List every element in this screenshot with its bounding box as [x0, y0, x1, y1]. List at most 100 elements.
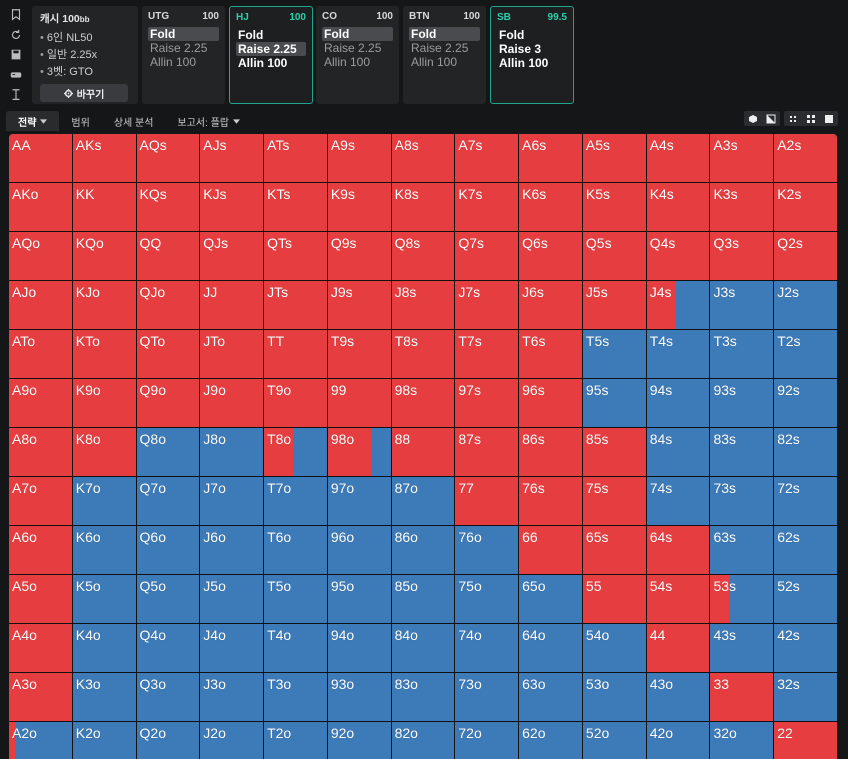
hand-cell[interactable]: 64s	[646, 526, 710, 574]
position-panel-co[interactable]: CO 100 Fold Raise 2.25 Allin 100	[316, 6, 399, 104]
hand-cell[interactable]: 94s	[646, 379, 710, 427]
hand-cell[interactable]: Q2o	[136, 722, 200, 759]
hand-cell[interactable]: ATs	[264, 134, 327, 182]
hand-cell[interactable]: KK	[72, 183, 136, 231]
hand-cell[interactable]: 77	[455, 477, 519, 525]
hand-cell[interactable]: K8s	[391, 183, 455, 231]
hand-cell[interactable]: T3o	[264, 673, 327, 721]
hand-cell[interactable]: A7s	[455, 134, 519, 182]
hand-cell[interactable]: 42o	[646, 722, 710, 759]
hand-cell[interactable]: 93s	[710, 379, 774, 427]
hand-cell[interactable]: Q6s	[519, 232, 582, 280]
hand-cell[interactable]: 54s	[646, 575, 710, 623]
reset-icon[interactable]	[7, 28, 25, 42]
hand-cell[interactable]: QTo	[136, 330, 200, 378]
hand-cell[interactable]: JTs	[264, 281, 327, 329]
hand-cell[interactable]: T8o	[264, 428, 327, 476]
hand-cell[interactable]: T6s	[519, 330, 582, 378]
hand-cell[interactable]: J4s	[646, 281, 710, 329]
position-panel-utg[interactable]: UTG 100 Fold Raise 2.25 Allin 100	[142, 6, 225, 104]
hand-cell[interactable]: J8s	[391, 281, 455, 329]
hand-cell[interactable]: A3o	[9, 673, 72, 721]
hand-cell[interactable]: 44	[646, 624, 710, 672]
hand-cell[interactable]: KJo	[72, 281, 136, 329]
hand-cell[interactable]: Q7o	[136, 477, 200, 525]
hand-cell[interactable]: 43s	[710, 624, 774, 672]
hand-cell[interactable]: 43o	[646, 673, 710, 721]
hand-cell[interactable]: A5s	[582, 134, 646, 182]
tab-0[interactable]: 전략	[6, 111, 60, 131]
hand-cell[interactable]: 72o	[455, 722, 519, 759]
hand-cell[interactable]: 42s	[774, 624, 837, 672]
hand-cell[interactable]: T9o	[264, 379, 327, 427]
hand-cell[interactable]: K2o	[72, 722, 136, 759]
hand-cell[interactable]: J6s	[519, 281, 582, 329]
hand-cell[interactable]: 96o	[327, 526, 391, 574]
bookmark-icon[interactable]	[7, 8, 25, 22]
text-cursor-icon[interactable]	[7, 88, 25, 102]
hand-cell[interactable]: T4o	[264, 624, 327, 672]
change-settings-button[interactable]: 바꾸기	[40, 84, 128, 102]
square-icon[interactable]	[820, 111, 838, 126]
hand-cell[interactable]: 22	[774, 722, 837, 759]
hand-cell[interactable]: K6o	[72, 526, 136, 574]
hand-cell[interactable]: T4s	[646, 330, 710, 378]
position-panel-hj[interactable]: HJ 100 Fold Raise 2.25 Allin 100	[229, 6, 313, 104]
compact-grid-icon[interactable]	[784, 111, 802, 126]
hand-cell[interactable]: KQs	[136, 183, 200, 231]
hand-cell[interactable]: A8s	[391, 134, 455, 182]
action-option[interactable]: Raise 2.25	[150, 41, 208, 55]
hand-cell[interactable]: A2o	[9, 722, 72, 759]
hand-cell[interactable]: 76o	[455, 526, 519, 574]
hand-cell[interactable]: AA	[9, 134, 72, 182]
hand-cell[interactable]: Q5o	[136, 575, 200, 623]
hand-cell[interactable]: J8o	[200, 428, 264, 476]
hand-cell[interactable]: 83o	[391, 673, 455, 721]
hand-cell[interactable]: J7s	[455, 281, 519, 329]
hand-cell[interactable]: Q3s	[710, 232, 774, 280]
hand-cell[interactable]: 82o	[391, 722, 455, 759]
hand-cell[interactable]: 98s	[391, 379, 455, 427]
hand-cell[interactable]: KQo	[72, 232, 136, 280]
hand-cell[interactable]: Q3o	[136, 673, 200, 721]
hand-cell[interactable]: 92o	[327, 722, 391, 759]
hand-cell[interactable]: A2s	[774, 134, 837, 182]
hand-cell[interactable]: J4o	[200, 624, 264, 672]
action-option[interactable]: Fold	[499, 28, 525, 42]
position-panel-sb[interactable]: SB 99.5 Fold Raise 3 Allin 100	[490, 6, 574, 104]
hand-cell[interactable]: K9o	[72, 379, 136, 427]
contrast-icon[interactable]	[762, 111, 780, 126]
hand-cell[interactable]: K3s	[710, 183, 774, 231]
hand-cell[interactable]: 98o	[327, 428, 391, 476]
hand-cell[interactable]: 53o	[582, 673, 646, 721]
hand-cell[interactable]: A6s	[519, 134, 582, 182]
hand-cell[interactable]: T3s	[710, 330, 774, 378]
hand-cell[interactable]: JJ	[200, 281, 264, 329]
hand-cell[interactable]: K6s	[519, 183, 582, 231]
hand-cell[interactable]: K2s	[774, 183, 837, 231]
hand-cell[interactable]: 74o	[455, 624, 519, 672]
hand-cell[interactable]: J7o	[200, 477, 264, 525]
hand-cell[interactable]: 93o	[327, 673, 391, 721]
hand-cell[interactable]: 52o	[582, 722, 646, 759]
hand-cell[interactable]: A4o	[9, 624, 72, 672]
hand-cell[interactable]: 92s	[774, 379, 837, 427]
hand-cell[interactable]: J5o	[200, 575, 264, 623]
hand-cell[interactable]: 66	[519, 526, 582, 574]
action-option[interactable]: Allin 100	[324, 55, 371, 69]
hand-cell[interactable]: 32s	[774, 673, 837, 721]
hand-cell[interactable]: 88	[391, 428, 455, 476]
gamepad-icon[interactable]	[7, 68, 25, 82]
hand-cell[interactable]: 62o	[519, 722, 582, 759]
hand-cell[interactable]: 62s	[774, 526, 837, 574]
hand-cell[interactable]: 54o	[582, 624, 646, 672]
hand-cell[interactable]: AKs	[72, 134, 136, 182]
hand-cell[interactable]: K8o	[72, 428, 136, 476]
hand-cell[interactable]: Q8s	[391, 232, 455, 280]
action-option[interactable]: Raise 3	[499, 42, 542, 56]
action-option[interactable]: Fold	[238, 28, 264, 42]
tab-2[interactable]: 상세 분석	[102, 111, 166, 131]
hand-cell[interactable]: 97o	[327, 477, 391, 525]
save-icon[interactable]	[7, 48, 25, 62]
hand-cell[interactable]: 74s	[646, 477, 710, 525]
